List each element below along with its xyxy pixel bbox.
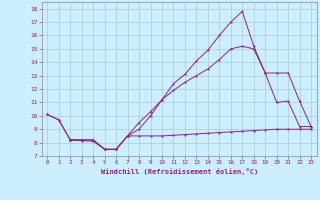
X-axis label: Windchill (Refroidissement éolien,°C): Windchill (Refroidissement éolien,°C) xyxy=(100,168,258,175)
